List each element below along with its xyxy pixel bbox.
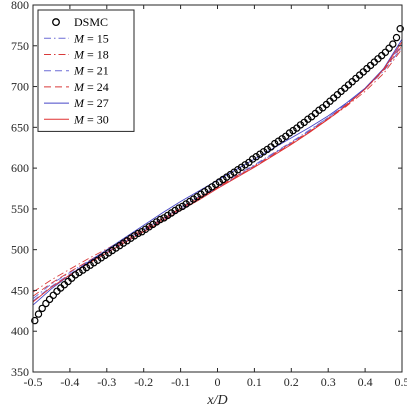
dsmc-point bbox=[204, 185, 212, 193]
dsmc-point bbox=[38, 304, 46, 313]
dsmc-point bbox=[75, 268, 83, 277]
dsmc-point bbox=[315, 106, 323, 114]
dsmc-point bbox=[385, 44, 393, 52]
dsmc-point bbox=[130, 232, 139, 240]
dsmc-point bbox=[259, 148, 268, 156]
y-tick-label: 800 bbox=[11, 0, 29, 12]
dsmc-point bbox=[234, 165, 242, 174]
series-layer bbox=[31, 25, 404, 325]
dsmc-point bbox=[71, 271, 80, 279]
dsmc-point bbox=[163, 211, 172, 220]
x-tick-label: 0.5 bbox=[395, 375, 407, 389]
x-tick-label: 0.1 bbox=[247, 375, 262, 389]
legend-label: DSMC bbox=[74, 15, 108, 29]
dsmc-point bbox=[274, 137, 283, 145]
dsmc-point bbox=[197, 190, 205, 198]
dsmc-point bbox=[31, 316, 39, 325]
x-tick-label: -0.1 bbox=[171, 375, 190, 389]
axes-layer: -0.5 -0.4 -0.3 -0.2 -0.1 0 0.1 0.2 0.3 0.4 0.5 350 4… bbox=[11, 0, 407, 389]
dsmc-point bbox=[226, 170, 235, 179]
dsmc-point bbox=[49, 291, 58, 299]
dsmc-point bbox=[389, 40, 397, 48]
x-tick-label: 0 bbox=[215, 375, 221, 389]
dsmc-point bbox=[45, 295, 54, 304]
y-tick-label: 600 bbox=[11, 161, 29, 175]
legend-box bbox=[37, 9, 135, 132]
series-line-5 bbox=[32, 39, 403, 306]
legend-label: M = 15 bbox=[73, 31, 109, 45]
y-tick-label: 750 bbox=[11, 39, 29, 53]
dsmc-point bbox=[82, 263, 91, 272]
x-tick-label: 0.2 bbox=[284, 375, 299, 389]
legend-label: M = 30 bbox=[73, 112, 109, 126]
y-tick-label: 500 bbox=[11, 243, 29, 257]
dsmc-point bbox=[178, 202, 187, 211]
dsmc-point bbox=[156, 215, 164, 224]
dsmc-point bbox=[271, 139, 279, 148]
dsmc-point bbox=[134, 229, 142, 238]
dsmc-point bbox=[381, 48, 390, 57]
dsmc-point bbox=[186, 197, 194, 206]
legend: DSMC M = 15 M = 18 M = 21 M = 24 M = 27 M = 30 bbox=[37, 9, 135, 132]
dsmc-point bbox=[175, 204, 183, 212]
dsmc-point bbox=[104, 249, 113, 257]
legend-marker-dsmc bbox=[52, 18, 60, 27]
y-tick-label: 550 bbox=[11, 202, 29, 216]
x-tick-label: -0.3 bbox=[97, 375, 116, 389]
y-tick-label: 400 bbox=[11, 324, 29, 338]
dsmc-point bbox=[90, 259, 98, 267]
dsmc-point bbox=[42, 299, 50, 308]
dsmc-point bbox=[152, 218, 161, 226]
dsmc-point bbox=[396, 25, 404, 33]
y-tick-label: 450 bbox=[11, 283, 29, 297]
y-tick-label: 700 bbox=[11, 80, 29, 94]
dsmc-point bbox=[34, 310, 43, 318]
dsmc-point bbox=[127, 234, 135, 242]
series-line-3 bbox=[32, 43, 403, 302]
dsmc-point bbox=[241, 161, 249, 169]
legend-label: M = 27 bbox=[73, 96, 109, 110]
x-tick-label: -0.2 bbox=[134, 375, 153, 389]
x-tick-label: 0.4 bbox=[358, 375, 373, 389]
legend-label: M = 21 bbox=[73, 64, 109, 78]
x-tick-label: -0.4 bbox=[60, 375, 79, 389]
dsmc-point bbox=[189, 195, 198, 203]
dsmc-point bbox=[392, 33, 401, 42]
dsmc-point bbox=[256, 150, 264, 158]
x-tick-label: 0.3 bbox=[321, 375, 336, 389]
dsmc-point bbox=[119, 239, 128, 247]
dsmc-point bbox=[219, 175, 227, 184]
dsmc-point bbox=[97, 254, 106, 262]
y-tick-label: 350 bbox=[11, 365, 29, 379]
x-axis-label: x/D bbox=[206, 393, 227, 408]
legend-label: M = 18 bbox=[73, 48, 109, 62]
dsmc-point bbox=[112, 244, 120, 252]
dsmc-point bbox=[171, 206, 179, 215]
legend-label: M = 24 bbox=[73, 80, 109, 94]
dsmc-point bbox=[145, 223, 153, 231]
x-tick-label: -0.5 bbox=[24, 375, 43, 389]
y-tick-label: 650 bbox=[11, 120, 29, 134]
